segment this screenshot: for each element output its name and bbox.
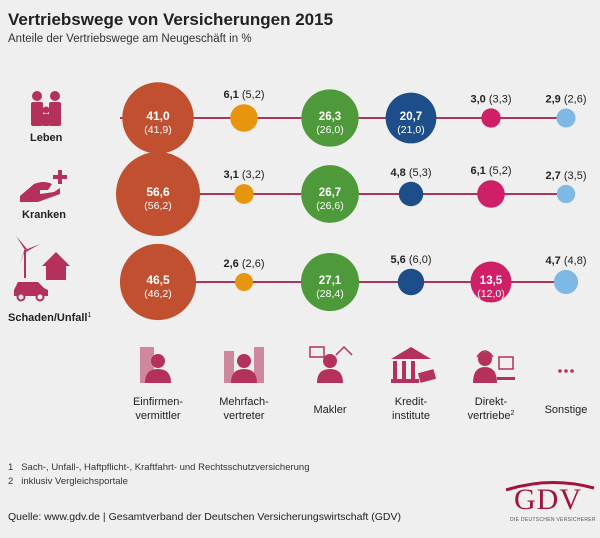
headset-computer-icon [473,350,515,383]
source-note: Quelle: www.gdv.de | Gesamtverband der D… [8,511,401,523]
channel-label: Einfirmen- [133,396,183,408]
house-car-windmill-icon [14,236,70,302]
bubble [481,108,501,128]
bubble-prev-label: (21,0) [397,124,424,136]
hand-cross-icon [20,170,67,202]
bubble-prev-label: (56,2) [144,200,171,212]
bubble [301,89,359,147]
bubble [301,165,359,223]
bank-icon [391,347,437,383]
bubble-value-label: 3,0 (3,3) [471,93,512,105]
bubble-value-label: 13,5 [480,275,503,287]
channel-label: Direkt- [475,396,508,408]
bubble-value-label: 26,3 [319,111,341,123]
bubble-value-label: 2,7 (3,5) [546,170,587,182]
bubble-value-label: 56,6 [146,185,170,199]
bubble [397,268,425,296]
bubble-prev-label: (46,2) [144,288,171,300]
bubble-value-label: 26,7 [319,187,341,199]
person-building-icon [140,347,171,383]
bubble-prev-label: (28,4) [316,288,343,300]
bubble [556,108,576,128]
channel-label: Sonstige [545,404,588,416]
row-label: Schaden/Unfall1 [8,312,91,324]
bubble [234,272,254,292]
family-icon [31,91,61,126]
bubble-prev-label: (26,6) [316,200,343,212]
bubble [553,269,579,295]
bubble-prev-label: (26,0) [316,124,343,136]
bubble-value-label: 4,8 (5,3) [391,167,432,179]
bubble [234,184,254,204]
bubble [300,252,360,312]
person-car-house-icon [309,345,353,383]
bubble [470,261,512,303]
footnote-1: 1 Sach-, Unfall-, Haftpflicht-, Kraftfah… [8,462,310,473]
person-buildings-icon [224,347,264,383]
bubble-value-label: 27,1 [319,275,342,287]
dots-icon [558,369,574,373]
channel-label-line2: vertriebe2 [468,410,515,422]
bubble-prev-label: (41,9) [144,124,171,136]
gdv-logo: GDV [514,483,582,516]
page-title: Vertriebswege von Versicherungen 2015 [8,10,334,29]
bubble [385,92,437,144]
channel-label-line2: vertreter [224,410,265,422]
bubble [122,82,194,154]
gdv-logo-swoosh [505,481,595,492]
channel-label: Kredit- [395,396,428,408]
bubble-value-label: 3,1 (3,2) [224,169,265,181]
bubble-value-label: 5,6 (6,0) [391,254,432,266]
bubble-value-label: 6,1 (5,2) [471,165,512,177]
bubble-value-label: 20,7 [400,111,422,123]
bubble [119,243,197,321]
row-label: Leben [30,132,63,144]
bubble-value-label: 4,7 (4,8) [546,255,587,267]
gdv-logo-subtext: DIE DEUTSCHEN VERSICHERER [510,517,596,523]
bubble-value-label: 41,0 [146,109,170,123]
bubble [477,180,505,208]
bubble-value-label: 46,5 [146,273,170,287]
footnote-2: 2 inklusiv Vergleichsportale [8,476,128,487]
bubble [230,104,258,132]
channel-label: Makler [313,404,346,416]
bubble-value-label: 2,6 (2,6) [224,258,265,270]
row-label: Kranken [22,209,66,221]
channel-label-line2: institute [392,410,430,422]
channel-label: Mehrfach- [219,396,269,408]
page-subtitle: Anteile der Vertriebswege am Neugeschäft… [8,33,252,45]
bubble [556,184,576,204]
bubble-value-label: 2,9 (2,6) [546,93,587,105]
bubble [398,181,424,207]
bubble [116,152,200,236]
bubble-prev-label: (12,0) [477,288,504,300]
bubble-value-label: 6,1 (5,2) [224,89,265,101]
channel-label-line2: vermittler [135,410,181,422]
